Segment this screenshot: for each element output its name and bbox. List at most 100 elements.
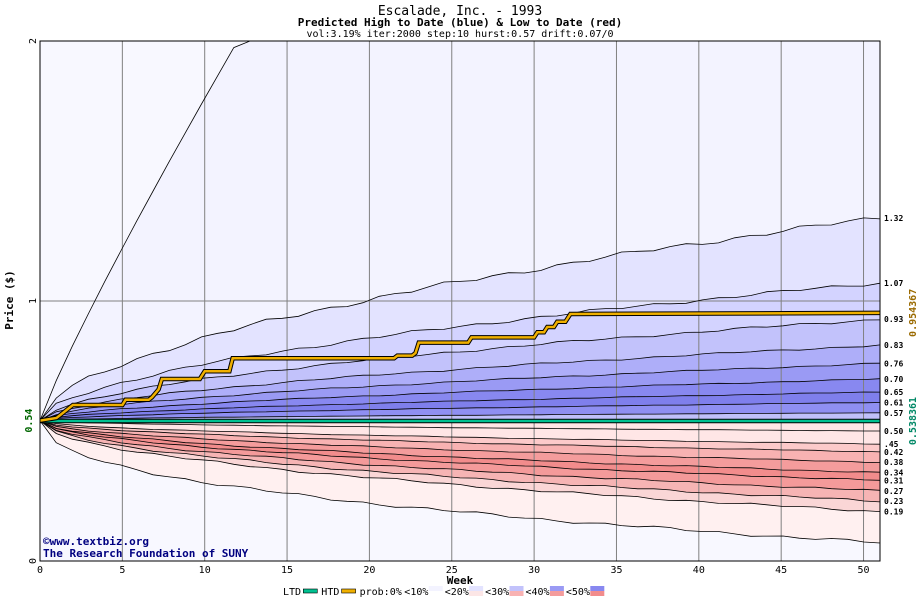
quantile-line (39, 217, 881, 421)
quantile-line (39, 420, 880, 432)
quantile-line (39, 402, 881, 421)
blue-band (40, 41, 880, 421)
chart-params: vol:3.19% iter:2000 step:10 hurst:0.57 d… (306, 29, 613, 40)
quantile-line (39, 319, 881, 421)
quantile-label: 0.50 (884, 427, 903, 436)
blue-band (40, 319, 880, 421)
legend-label: <50% (566, 587, 590, 598)
quantile-line (39, 412, 881, 421)
x-tick-label: 15 (281, 565, 293, 576)
chart-title: Escalade, Inc. - 1993 (378, 4, 542, 19)
series-lines (39, 310, 881, 424)
quantile-line (39, 420, 881, 503)
legend-swatch (341, 588, 356, 594)
blue-band (40, 378, 880, 421)
legend-label: prob:0% (360, 587, 402, 598)
x-tick-labels: 0 5 10 15 20 25 30 35 40 45 50 (37, 565, 870, 576)
quantile-label: 1.32 (884, 214, 903, 223)
x-tick-label: 10 (199, 565, 211, 576)
legend-swatch (509, 591, 524, 596)
blue-band (40, 217, 880, 421)
legend-label: HTD (321, 587, 339, 598)
quantile-label: 0.31 (884, 476, 903, 485)
red-band (40, 420, 880, 543)
quantile-label: 0.76 (884, 359, 903, 368)
quantile-line (39, 420, 881, 453)
quantile-line (39, 282, 881, 421)
x-tick-label: 40 (693, 565, 705, 576)
red-band (40, 420, 880, 481)
quantile-line (39, 420, 881, 544)
legend-swatch (549, 591, 564, 596)
x-tick-label: 50 (858, 565, 870, 576)
quantile-line (39, 378, 881, 421)
legend-label: <10% (404, 587, 428, 598)
y-tick-label: 1 (28, 298, 39, 304)
y-tick-labels: 0 1 2 (28, 38, 39, 564)
quantile-line (39, 420, 881, 512)
quantile-line (39, 420, 881, 463)
legend-swatch (469, 591, 484, 596)
chart-subtitle: Predicted High to Date (blue) & Low to D… (298, 16, 623, 29)
legend-label: LTD (283, 587, 301, 598)
quantile-line (39, 420, 881, 473)
htd-line (39, 311, 881, 422)
quantile-line (39, 420, 881, 491)
y-tick-label: 2 (28, 38, 39, 44)
quantile-lines (39, 40, 881, 544)
legend-label: <30% (485, 587, 509, 598)
y-axis-label: Price ($) (3, 270, 16, 330)
plot-frame (39, 40, 881, 562)
red-band (40, 420, 880, 473)
blue-band (40, 344, 880, 421)
quantile-label: 0.61 (884, 398, 903, 407)
watermark-url: ©www.textbiz.org (43, 535, 149, 548)
legend-swatch (509, 586, 524, 591)
legend-label: <40% (526, 587, 550, 598)
x-tick-label: 5 (119, 565, 125, 576)
x-tick-label: 25 (446, 565, 458, 576)
red-band (40, 420, 880, 512)
quantile-line (39, 344, 881, 421)
quantile-line (39, 420, 881, 481)
quantile-label: 0.34 (884, 469, 903, 478)
quantile-label: 0.27 (884, 487, 903, 496)
quantile-label: 0.42 (884, 448, 903, 457)
legend-swatch (549, 586, 564, 591)
x-tick-label: 35 (610, 565, 622, 576)
legend: LTD HTD prob:0% <10% <20% <30% <40% <50% (283, 586, 605, 598)
quantile-line (39, 362, 881, 421)
legend-swatch (428, 586, 443, 591)
htd-final-label: 0.954367 (908, 289, 919, 337)
legend-swatch (302, 588, 318, 594)
quantile-label: 1.07 (884, 279, 903, 288)
right-quantile-labels: 1.32 1.07 0.93 0.83 0.76 0.70 0.650.61 0.57 0.50… (884, 214, 903, 517)
quantile-line (39, 391, 881, 421)
quantile-label: 0.57 (884, 409, 903, 418)
red-band (40, 420, 880, 452)
quantile-line (39, 420, 881, 445)
legend-label: <20% (445, 587, 469, 598)
quantile-label: 0.70 (884, 375, 903, 384)
x-tick-label: 0 (37, 565, 43, 576)
quantile-label: .45 (884, 440, 899, 449)
quantile-label: 0.38 (884, 458, 903, 467)
x-tick-label: 30 (528, 565, 540, 576)
x-tick-label: 45 (775, 565, 787, 576)
quantile-label: 0.93 (884, 315, 903, 324)
blue-band (40, 392, 880, 421)
quantile-label: 0.19 (884, 508, 903, 517)
ltd-final-label: 0.538361 (908, 397, 919, 445)
quantile-label: 0.23 (884, 497, 903, 506)
y-tick-label: 0 (28, 558, 39, 564)
blue-band (40, 402, 880, 421)
watermark-org: The Research Foundation of SUNY (43, 547, 249, 560)
x-axis-label: Week (447, 574, 474, 587)
legend-swatch (590, 591, 605, 596)
legend-swatch (590, 586, 605, 591)
quantile-label: 0.83 (884, 341, 903, 350)
quantile-label: 0.65 (884, 388, 903, 397)
red-band (40, 420, 880, 463)
red-band (40, 420, 880, 445)
